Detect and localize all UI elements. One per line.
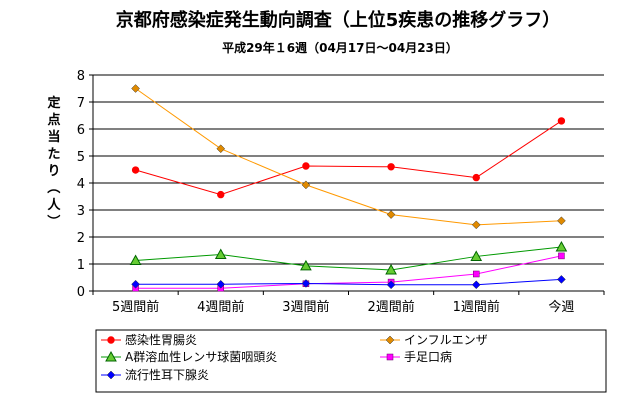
legend-label: 流行性耳下腺炎 <box>125 368 209 382</box>
y-tick-label: 6 <box>77 123 85 138</box>
series-line <box>135 120 562 196</box>
data-point <box>473 270 480 278</box>
data-point <box>131 279 140 289</box>
series-line <box>135 278 562 286</box>
y-axis-label-char: （ <box>45 180 61 193</box>
x-tick-label: 2週間前 <box>367 299 414 315</box>
y-tick-label: 7 <box>77 96 85 111</box>
data-point <box>557 275 566 284</box>
legend-label: インフルエンザ <box>404 333 488 347</box>
legend-item: A群溶血性レンサ球菌咽頭炎 <box>101 349 277 364</box>
chart-title: 京都府感染症発生動向調査（上位5疾患の推移グラフ） <box>116 9 561 31</box>
data-point <box>129 254 142 265</box>
data-point <box>470 250 483 261</box>
legend-label: A群溶血性レンサ球菌咽頭炎 <box>125 349 277 364</box>
legend-item: 手足口病 <box>380 349 452 364</box>
y-axis-label-char: 点 <box>47 112 60 128</box>
y-tick-label: 0 <box>77 285 85 300</box>
y-tick-label: 3 <box>77 204 85 219</box>
data-point <box>217 190 225 199</box>
data-point <box>214 248 227 260</box>
chart-subtitle: 平成29年１6週（04月17日～04月23日） <box>222 40 458 55</box>
legend-label: 感染性胃腸炎 <box>125 332 197 347</box>
legend-box <box>95 329 607 393</box>
legend-marker <box>106 370 116 380</box>
y-axis-label-char: 人 <box>47 197 61 213</box>
series-4 <box>132 252 565 292</box>
legend-marker <box>105 350 117 362</box>
legend-item: インフルエンザ <box>380 333 488 347</box>
data-point <box>387 163 395 171</box>
data-point <box>302 162 310 170</box>
data-point <box>472 173 480 182</box>
data-point <box>300 259 312 271</box>
legend-marker <box>385 335 395 345</box>
data-point <box>301 279 311 288</box>
data-point <box>558 252 565 260</box>
x-tick-label: 1週間前 <box>453 299 500 315</box>
data-point <box>131 84 140 93</box>
data-point <box>301 180 311 190</box>
x-tick-label: 4週間前 <box>197 299 244 315</box>
series-line <box>135 255 562 289</box>
y-axis-label-char: ） <box>45 214 61 227</box>
series-2 <box>131 84 566 230</box>
y-axis-label-char: 定 <box>46 95 60 111</box>
data-point <box>216 144 226 154</box>
x-tick-label: 今週 <box>548 299 574 315</box>
data-point <box>471 280 481 290</box>
series-line <box>135 246 562 271</box>
legend-item: 感染性胃腸炎 <box>101 332 197 347</box>
legend-label: 手足口病 <box>404 349 452 364</box>
y-axis-label-char: り <box>47 164 60 179</box>
legend-marker <box>386 353 394 361</box>
x-tick-label: 3週間前 <box>282 299 329 315</box>
data-point <box>386 280 396 290</box>
data-point <box>216 279 226 289</box>
y-tick-label: 5 <box>77 150 85 165</box>
data-point <box>557 216 566 226</box>
y-tick-label: 8 <box>77 69 85 84</box>
data-point <box>385 263 397 275</box>
y-axis-label-char: た <box>47 147 60 162</box>
y-tick-label: 2 <box>77 231 85 246</box>
y-axis-label-char: 当 <box>47 129 60 145</box>
data-point <box>386 210 396 219</box>
series-5 <box>131 275 566 290</box>
series-1 <box>131 117 566 199</box>
data-point <box>471 220 481 230</box>
data-point <box>131 166 140 174</box>
series-line <box>135 88 562 226</box>
data-point <box>555 240 568 252</box>
x-tick-label: 5週間前 <box>112 299 159 315</box>
legend-marker <box>107 336 115 344</box>
y-tick-label: 1 <box>77 258 85 273</box>
legend-item: 流行性耳下腺炎 <box>101 368 209 382</box>
y-tick-label: 4 <box>77 177 85 192</box>
data-point <box>557 117 566 125</box>
series-3 <box>129 240 568 275</box>
